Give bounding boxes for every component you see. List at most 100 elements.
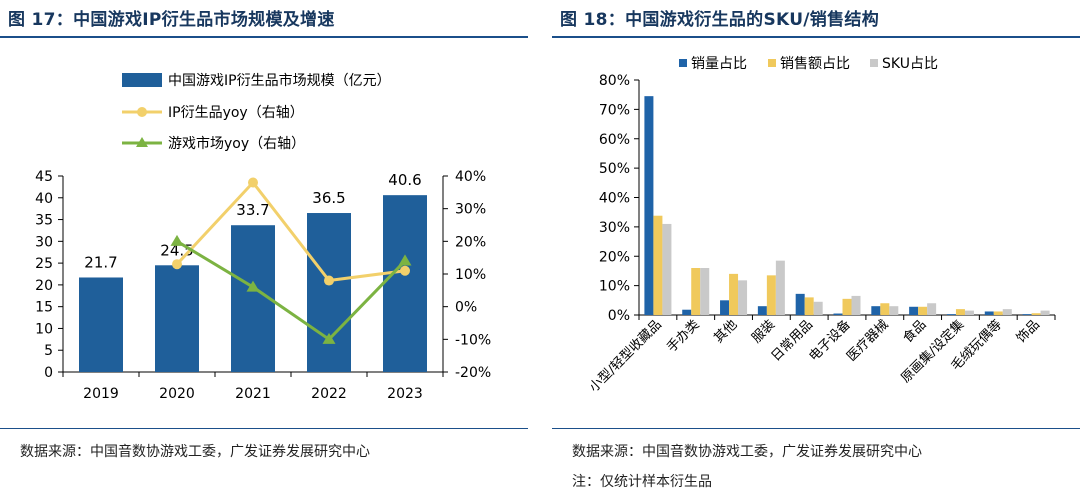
x-tick-label: 2023 xyxy=(387,386,423,402)
right-tick-label: 40% xyxy=(455,169,486,185)
legend-label: SKU占比 xyxy=(882,56,938,72)
bottom-rule xyxy=(552,428,1080,429)
right-panel: 图 18：中国游戏衍生品的SKU/销售结构 0% 10% 20% 30% 40% 50% 6… xyxy=(552,0,1080,501)
x-tick-label: 饰品 xyxy=(1014,317,1043,346)
sales-volume-bar xyxy=(795,293,805,315)
sku-bar xyxy=(1040,310,1050,315)
bottom-rule xyxy=(0,428,528,429)
ip-yoy-point xyxy=(172,259,182,270)
game-yoy-point xyxy=(246,280,260,292)
legend-swatch-sku xyxy=(870,59,878,67)
sales-amount-bar xyxy=(955,309,965,315)
right-tick-label: 10% xyxy=(455,267,486,283)
ip-yoy-point xyxy=(400,265,410,276)
game-yoy-point xyxy=(170,234,184,246)
left-tick-label: 40 xyxy=(35,191,53,207)
right-tick-label: -10% xyxy=(455,332,491,348)
sales-volume-bar xyxy=(1022,314,1032,315)
right-tick-label: 30% xyxy=(455,202,486,218)
left-tick-label: 35 xyxy=(35,213,53,229)
sales-amount-bar xyxy=(653,215,663,315)
sales-amount-bar xyxy=(729,273,739,315)
ip-yoy-point xyxy=(248,177,258,188)
legend-swatch-sales-volume xyxy=(679,59,687,67)
sales-volume-bar xyxy=(757,306,767,315)
legend-label: 销量占比 xyxy=(691,56,747,72)
market-size-bar xyxy=(383,195,427,372)
sku-bar xyxy=(813,301,823,315)
chart-title: 图 17：中国游戏IP衍生品市场规模及增速 xyxy=(8,10,335,30)
legend-marker-game-yoy xyxy=(136,137,148,147)
x-tick-label: 2021 xyxy=(235,386,271,402)
left-tick-label: 25 xyxy=(35,256,53,272)
y-tick-label: 0% xyxy=(608,308,630,324)
sales-volume-bar xyxy=(984,311,994,315)
source-text: 数据来源：中国音数协游戏工委，广发证券发展研究中心 xyxy=(20,444,370,460)
data-label: 36.5 xyxy=(312,189,345,207)
sku-bar xyxy=(1002,309,1012,315)
sales-volume-bar xyxy=(644,96,654,315)
market-size-bar xyxy=(307,213,351,372)
legend-label: 中国游戏IP衍生品市场规模（亿元） xyxy=(168,72,391,89)
x-tick-label: 食品 xyxy=(900,317,930,347)
sales-amount-bar xyxy=(1031,313,1041,315)
left-tick-label: 0 xyxy=(44,365,53,381)
sales-amount-bar xyxy=(804,297,814,315)
sku-bar xyxy=(775,260,785,315)
legend-label: IP衍生品yoy（右轴） xyxy=(168,105,304,121)
left-tick-label: 5 xyxy=(44,343,53,359)
data-label: 21.7 xyxy=(84,253,117,271)
legend-swatch-market xyxy=(122,73,162,87)
left-tick-label: 20 xyxy=(35,278,53,294)
sales-amount-bar xyxy=(918,306,928,315)
right-tick-label: 20% xyxy=(455,234,486,250)
y-tick-label: 10% xyxy=(599,279,630,295)
y-tick-label: 50% xyxy=(599,161,630,177)
sales-volume-bar xyxy=(946,314,956,315)
sales-volume-bar xyxy=(909,306,919,315)
sku-bar xyxy=(927,303,937,315)
market-size-bar xyxy=(155,265,199,372)
data-label: 33.7 xyxy=(236,201,269,219)
left-panel: 图 17：中国游戏IP衍生品市场规模及增速 0 5 10 15 20 25 30 35 40 45… xyxy=(0,0,528,501)
y-tick-label: 60% xyxy=(599,132,630,148)
left-tick-label: 45 xyxy=(35,169,53,185)
right-tick-label: 0% xyxy=(455,300,477,316)
x-tick-label: 小型/轻型收藏品 xyxy=(587,317,665,395)
sku-bar xyxy=(738,280,748,315)
y-tick-label: 30% xyxy=(599,220,630,236)
ip-yoy-line xyxy=(175,180,406,283)
legend-swatch-sales-amount xyxy=(768,59,776,67)
x-tick-label: 2022 xyxy=(311,386,347,402)
game-yoy-line xyxy=(176,240,407,342)
market-size-bar xyxy=(79,277,123,372)
sales-volume-bar xyxy=(682,309,692,315)
sku-bar xyxy=(889,306,899,315)
title-rule xyxy=(0,36,528,38)
source-text: 数据来源：中国音数协游戏工委，广发证券发展研究中心 xyxy=(572,444,922,460)
sales-volume-bar xyxy=(720,300,730,315)
sku-bar xyxy=(700,268,710,315)
left-tick-label: 10 xyxy=(35,321,53,337)
sales-amount-bar xyxy=(691,268,701,315)
left-tick-label: 15 xyxy=(35,300,53,316)
legend-label: 销售额占比 xyxy=(780,56,850,72)
x-tick-label: 医疗器械 xyxy=(844,317,891,364)
legend-marker-ip-yoy xyxy=(137,107,147,117)
sku-bar xyxy=(964,310,974,315)
game-yoy-point xyxy=(398,254,412,266)
data-label: 40.6 xyxy=(388,171,421,189)
sales-amount-bar xyxy=(993,311,1003,315)
title-rule xyxy=(552,36,1080,38)
sales-amount-bar xyxy=(880,303,890,315)
right-tick-label: -20% xyxy=(455,365,491,381)
sales-amount-bar xyxy=(842,298,852,315)
y-tick-label: 40% xyxy=(599,191,630,207)
chart-title: 图 18：中国游戏衍生品的SKU/销售结构 xyxy=(560,10,880,30)
sku-bar xyxy=(851,295,861,315)
market-size-chart: 0 5 10 15 20 25 30 35 40 45 -20% -10% 0% 10% 20% 30% 40%… xyxy=(35,72,491,402)
y-tick-label: 70% xyxy=(599,102,630,118)
x-tick-label: 手办类 xyxy=(664,317,702,355)
x-tick-label: 2020 xyxy=(159,386,195,402)
x-tick-label: 其他 xyxy=(711,317,740,346)
